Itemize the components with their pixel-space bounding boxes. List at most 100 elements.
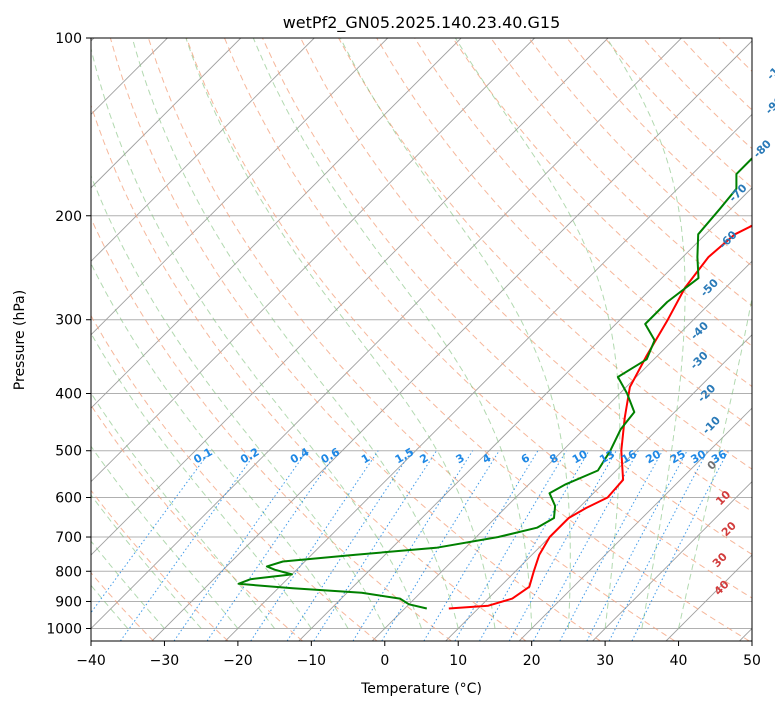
dewpoint-profile-line bbox=[237, 157, 752, 610]
x-tick-label: 40 bbox=[670, 653, 688, 669]
x-tick-label: 50 bbox=[743, 653, 761, 669]
y-tick-label: 200 bbox=[55, 209, 82, 225]
dry-adiabat-line bbox=[300, 38, 752, 513]
y-tick-label: 900 bbox=[55, 594, 82, 610]
y-tick-label: 500 bbox=[55, 444, 82, 460]
dry-adiabat-label: -20 bbox=[695, 382, 718, 405]
moist-adiabat-label: 20 bbox=[719, 519, 739, 539]
moist-adiabat-line bbox=[91, 392, 275, 629]
moist-adiabat-line bbox=[91, 332, 312, 629]
x-axis: −40 −30 −20 −10 0 10 20 30 40 50 bbox=[76, 641, 761, 669]
y-axis-label: Pressure (hPa) bbox=[12, 290, 28, 390]
dry-adiabat-line bbox=[376, 38, 752, 429]
isotherm-line bbox=[225, 113, 752, 641]
moist-adiabat-label: 10 bbox=[713, 488, 733, 508]
y-tick-label: 700 bbox=[55, 530, 82, 546]
isotherm-line bbox=[445, 334, 752, 641]
x-tick-label: 30 bbox=[596, 653, 614, 669]
isotherm-line bbox=[91, 38, 389, 336]
y-tick-label: 1000 bbox=[46, 621, 82, 637]
dry-adiabat-line bbox=[414, 38, 752, 388]
mixing-ratio-line bbox=[608, 450, 709, 641]
moist-adiabat-line bbox=[339, 38, 571, 629]
mixing-ratio-line bbox=[586, 450, 688, 641]
mixing-ratio-line bbox=[173, 450, 308, 641]
moist-adiabat-line bbox=[91, 445, 239, 629]
temperature-profile-line bbox=[448, 224, 752, 610]
isotherm-line bbox=[151, 40, 752, 641]
moist-adiabat-line bbox=[91, 262, 349, 629]
dry-adiabat-label: -40 bbox=[688, 319, 711, 342]
isotherm-line bbox=[91, 38, 535, 483]
dry-adiabat-line bbox=[224, 38, 752, 599]
isotherm-line bbox=[91, 38, 682, 630]
mixing-ratio-line bbox=[631, 450, 729, 641]
isotherm-line bbox=[592, 480, 752, 641]
moist-adiabat-label: 40 bbox=[712, 578, 732, 598]
moist-adiabat-line bbox=[131, 38, 459, 629]
sounding-profiles bbox=[237, 157, 752, 610]
mixing-ratio-line bbox=[91, 450, 211, 614]
x-tick-label: −40 bbox=[76, 653, 106, 669]
moist-adiabat-line bbox=[454, 38, 621, 629]
mixing-ratio-label: 1 bbox=[359, 451, 372, 466]
dry-adiabat-line bbox=[109, 38, 601, 641]
dry-adiabat-label: -30 bbox=[688, 349, 711, 372]
moist-adiabat-line bbox=[91, 540, 165, 629]
dry-adiabat-line bbox=[91, 489, 229, 641]
dry-adiabat-line bbox=[186, 38, 750, 641]
dry-adiabat-label: -80 bbox=[751, 137, 774, 160]
x-tick-label: 0 bbox=[380, 653, 389, 669]
y-tick-label: 100 bbox=[55, 31, 82, 47]
chart-title: wetPf2_GN05.2025.140.23.40.G15 bbox=[283, 13, 561, 33]
mixing-ratio-line bbox=[286, 450, 413, 641]
dry-adiabat-line bbox=[91, 404, 303, 641]
isotherm-line bbox=[739, 627, 752, 641]
plot-frame bbox=[90, 37, 753, 642]
isotherm-line bbox=[518, 407, 752, 641]
isotherm-line bbox=[298, 187, 752, 641]
mixing-ratio-line bbox=[532, 450, 639, 641]
y-tick-label: 300 bbox=[55, 313, 82, 329]
x-tick-label: −20 bbox=[223, 653, 253, 669]
dry-adiabat-line bbox=[147, 38, 676, 641]
isotherm-line bbox=[91, 38, 242, 189]
mixing-ratio-label: 4 bbox=[480, 451, 493, 466]
moist-adiabat-line bbox=[91, 46, 422, 629]
isotherm-line bbox=[91, 38, 315, 262]
mixing-ratio-line bbox=[250, 450, 379, 641]
mixing-ratio-label: 3 bbox=[454, 451, 467, 466]
mixing-ratio-label: 2 bbox=[418, 451, 431, 466]
moist-adiabat-line bbox=[606, 38, 686, 629]
dry-adiabat-line bbox=[262, 38, 752, 555]
y-axis: 100 200 300 400 500 600 700 800 900 1000 bbox=[46, 31, 91, 637]
isotherm-line bbox=[91, 38, 462, 409]
mixing-ratio-line bbox=[119, 450, 258, 641]
mixing-ratio-line bbox=[479, 450, 590, 641]
dry-adiabat-line bbox=[452, 38, 752, 347]
mixing-ratio-label: 20 bbox=[643, 447, 663, 466]
dry-adiabat-line bbox=[91, 217, 452, 641]
background-lines bbox=[91, 38, 775, 641]
dry-adiabat-label: -10 bbox=[700, 413, 723, 436]
dry-adiabat-line bbox=[757, 38, 775, 641]
dry-adiabat-line bbox=[490, 38, 752, 307]
isotherm-line bbox=[91, 38, 609, 556]
x-tick-label: −30 bbox=[150, 653, 180, 669]
mixing-ratio-label: 6 bbox=[519, 451, 532, 466]
moist-adiabat-line bbox=[91, 494, 202, 629]
mixing-ratio-label: 0.6 bbox=[319, 445, 343, 466]
mixing-ratio-line bbox=[352, 450, 474, 641]
y-tick-label: 600 bbox=[55, 490, 82, 506]
mixing-ratio-label: 1.5 bbox=[393, 445, 416, 466]
moist-adiabat-line bbox=[91, 584, 129, 629]
mixing-ratio-line bbox=[559, 450, 663, 641]
mixing-ratio-line bbox=[423, 450, 539, 641]
x-tick-label: 20 bbox=[523, 653, 541, 669]
y-tick-label: 400 bbox=[55, 387, 82, 403]
x-tick-label: −10 bbox=[297, 653, 327, 669]
y-tick-label: 800 bbox=[55, 564, 82, 580]
x-axis-label: Temperature (°C) bbox=[360, 681, 482, 697]
dry-adiabat-line bbox=[91, 314, 378, 641]
